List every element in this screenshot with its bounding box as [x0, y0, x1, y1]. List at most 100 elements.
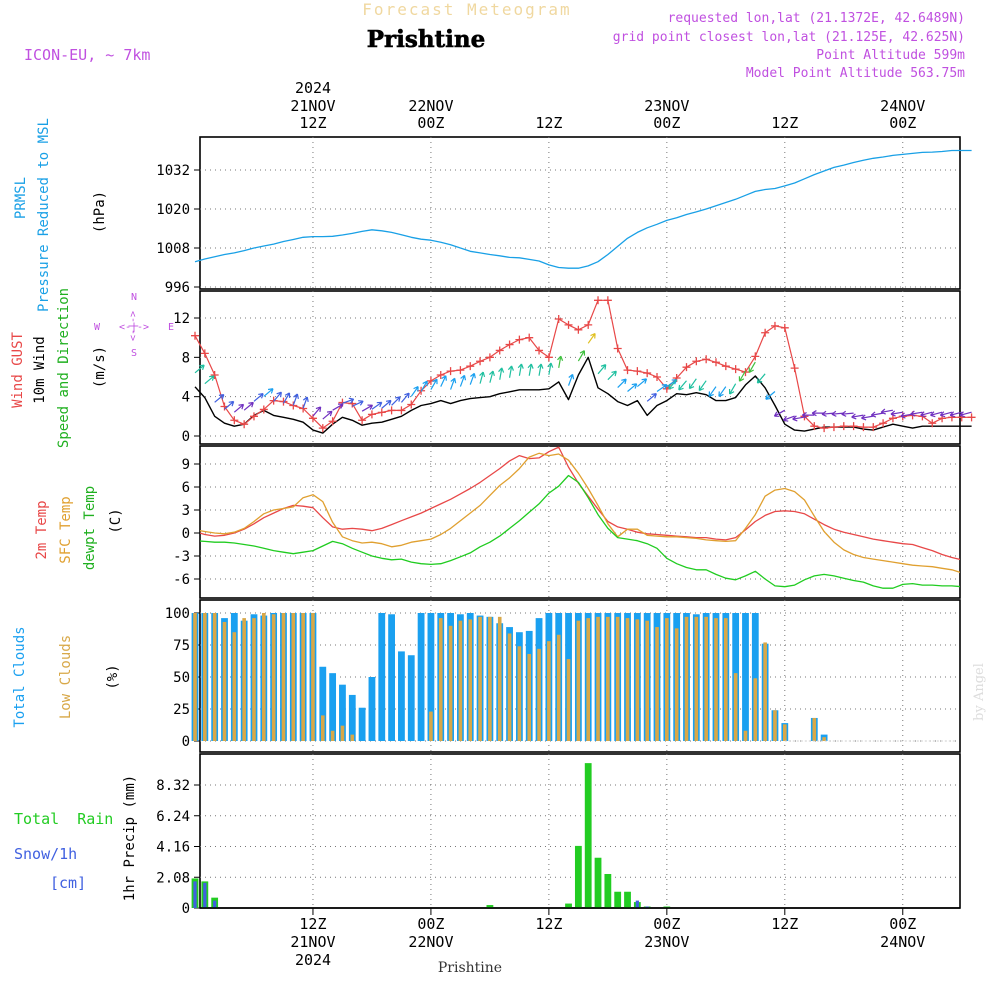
compass-e: E — [168, 322, 174, 333]
wind-ytick-label: 8 — [182, 350, 190, 366]
low-cloud-bar — [271, 614, 276, 741]
wind-label-dir: Speed and Direction — [56, 288, 72, 448]
watermark: by Angel — [972, 663, 987, 721]
wind-direction-arrow — [381, 399, 392, 409]
snow-bar — [203, 882, 207, 908]
wind-direction-arrow — [371, 401, 383, 410]
wind-direction-arrow — [861, 414, 874, 421]
low-cloud-bar — [615, 616, 620, 741]
low-cloud-bar — [478, 616, 482, 741]
low-cloud-bar — [625, 618, 630, 741]
low-cloud-bar — [586, 618, 590, 741]
wind-direction-arrow — [430, 378, 438, 390]
bottom-date-label: 21NOV — [290, 933, 335, 951]
wind-direction-arrow — [636, 378, 648, 388]
gust-marker — [279, 397, 288, 406]
gust-marker — [456, 366, 465, 375]
total-cloud-bar — [417, 613, 425, 741]
bottom-time-label: 00Z — [889, 915, 916, 933]
compass-w: W — [94, 322, 101, 333]
rain-bar — [584, 763, 592, 908]
wind-direction-arrow — [342, 397, 355, 404]
pressure-frame — [199, 136, 961, 290]
wind-compass: N S W E <-|-> <-|-> — [94, 292, 174, 359]
gust-marker — [525, 333, 534, 342]
wind-direction-arrow — [773, 409, 786, 417]
pressure-unit: (hPa) — [92, 191, 108, 233]
wind-direction-arrow — [517, 363, 524, 376]
gust-marker — [200, 349, 209, 358]
temp-panel: -6 -3 0 3 6 9 — [173, 445, 961, 599]
clouds-ytick-label: 100 — [165, 606, 190, 622]
total-cloud-bar — [319, 666, 327, 741]
precip-label-cm: [cm] — [50, 874, 86, 892]
model-altitude: Model Point Altitude 563.75m — [746, 66, 965, 81]
low-cloud-bar — [212, 613, 217, 741]
low-cloud-bar — [311, 613, 315, 741]
top-time-label: 00Z — [417, 114, 444, 132]
wind-direction-arrow — [756, 373, 766, 384]
gust-marker — [702, 355, 711, 364]
gust-marker — [466, 362, 475, 371]
low-cloud-bar — [203, 613, 207, 741]
gust-marker — [230, 416, 239, 425]
clouds-ytick-label: 75 — [173, 638, 190, 654]
requested-coords: requested lon,lat (21.1372E, 42.6489N) — [668, 11, 965, 26]
precip-ytick-label: 4.16 — [156, 840, 190, 856]
gust-marker — [751, 352, 760, 361]
gust-marker — [692, 357, 701, 366]
wind-ytick-label: 12 — [173, 311, 190, 327]
wind-direction-arrow — [939, 411, 953, 418]
wind-direction-arrow — [312, 406, 322, 417]
top-time-label: 12Z — [771, 114, 798, 132]
wind-direction-arrow — [646, 393, 657, 402]
wind-direction-arrow — [507, 365, 514, 378]
gust-marker — [299, 404, 308, 413]
wind-direction-arrow — [243, 401, 254, 411]
low-cloud-bar — [694, 616, 699, 741]
clouds-ytick-label: 50 — [173, 670, 190, 686]
gust-marker — [849, 422, 858, 431]
product-title: Forecast Meteogram — [362, 0, 571, 19]
wind-direction-arrow — [765, 391, 776, 400]
gust-marker — [613, 344, 622, 353]
wind-direction-arrow — [450, 377, 457, 390]
temp-lines — [200, 446, 960, 589]
wind-direction-arrow — [920, 411, 933, 418]
wind-direction-arrow — [567, 373, 575, 386]
top-time-label: 12Z — [299, 114, 326, 132]
wind-direction-arrow — [728, 383, 737, 395]
wind-direction-arrow — [890, 410, 903, 417]
wind-direction-arrow — [821, 410, 835, 417]
total-cloud-bar — [398, 651, 405, 741]
grid-point-coords: grid point closest lon,lat (21.125E, 42.… — [613, 30, 965, 45]
low-cloud-bar — [350, 734, 355, 741]
bottom-time-label: 12Z — [535, 915, 562, 933]
wind-direction-arrow — [587, 332, 596, 344]
gust-marker — [761, 328, 770, 337]
total-cloud-bar — [751, 613, 759, 741]
low-cloud-bar — [468, 619, 473, 741]
bottom-time-label: 12Z — [299, 915, 326, 933]
gust-marker — [790, 364, 799, 373]
low-cloud-bar — [753, 678, 758, 741]
gust-marker — [289, 401, 298, 410]
rain-bar — [486, 905, 494, 908]
temp-label-sfc: SFC Temp — [58, 496, 74, 563]
gust-marker — [505, 340, 514, 349]
low-cloud-bar — [242, 618, 246, 741]
compass-n: N — [131, 292, 137, 303]
low-cloud-bar — [733, 673, 738, 741]
wind-direction-arrow — [880, 408, 894, 415]
wind-direction-arrow — [930, 411, 943, 418]
low-cloud-bar — [724, 618, 728, 741]
gust-marker — [928, 419, 937, 428]
wind-direction-arrow — [959, 411, 972, 418]
bottom-time-label: 00Z — [417, 915, 444, 933]
clouds-label-total: Total Clouds — [12, 626, 28, 727]
low-cloud-bar — [232, 632, 237, 741]
total-cloud-bar — [407, 655, 415, 741]
top-time-label: 12Z — [535, 114, 562, 132]
wind-unit: (m/s) — [92, 346, 108, 388]
wind-direction-arrow — [410, 386, 419, 397]
